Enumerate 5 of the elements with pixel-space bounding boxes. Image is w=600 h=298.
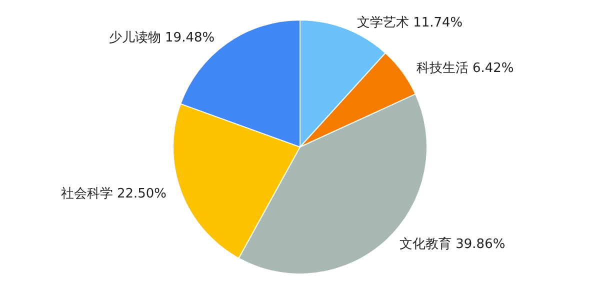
slice-label: 文学艺术 11.74% bbox=[356, 15, 463, 30]
slice-label: 文化教育 39.86% bbox=[399, 236, 506, 252]
slice-label: 少儿读物 19.48% bbox=[108, 30, 215, 46]
slice-label: 社会科学 22.50% bbox=[60, 186, 167, 202]
slice-label: 科技生活 6.42% bbox=[416, 60, 514, 76]
